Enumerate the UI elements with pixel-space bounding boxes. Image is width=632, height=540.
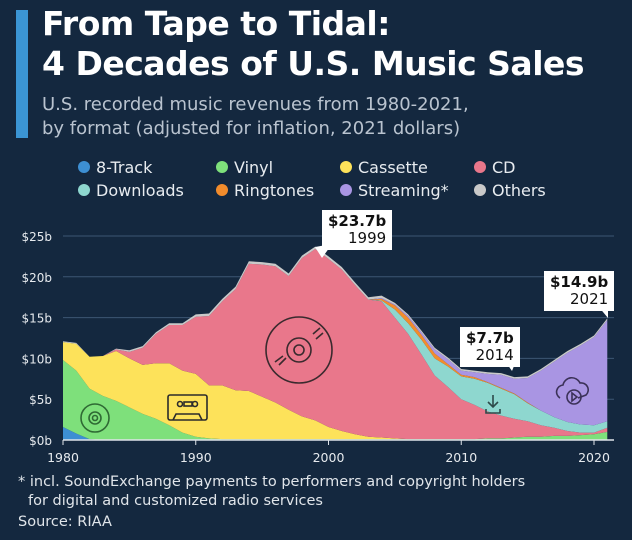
- cassette-icon: [167, 394, 208, 421]
- callout-value: $14.9b: [550, 273, 609, 291]
- x-tick-label: 2010: [445, 450, 477, 465]
- chart-title: From Tape to Tidal: 4 Decades of U.S. Mu…: [42, 4, 585, 84]
- callout-2021: $14.9b 2021: [544, 271, 615, 311]
- download-icon: [485, 395, 501, 414]
- y-tick-label: $0b: [29, 434, 52, 448]
- area-downloads: [63, 249, 608, 433]
- legend-swatch: [216, 161, 228, 173]
- legend-label: CD: [492, 157, 516, 177]
- legend-swatch: [78, 184, 90, 196]
- title-line-1: From Tape to Tidal:: [42, 4, 390, 43]
- legend-label: Streaming*: [358, 180, 449, 200]
- vinyl-record-icon: [80, 403, 110, 433]
- callout-2014-low: $7.7b 2014: [460, 327, 520, 367]
- legend-label: Cassette: [358, 157, 428, 177]
- footnote-line-2: for digital and customized radio service…: [28, 493, 323, 509]
- legend-label: Vinyl: [234, 157, 274, 177]
- footnote-line-1: * incl. SoundExchange payments to perfor…: [18, 474, 526, 490]
- source-label: Source: RIAA: [18, 514, 112, 530]
- legend-item: Cassette: [340, 157, 474, 177]
- x-tick-label: 2020: [578, 450, 610, 465]
- legend-swatch: [78, 161, 90, 173]
- callout-1999-peak: $23.7b 1999: [322, 210, 393, 250]
- callout-value: $7.7b: [466, 329, 514, 347]
- footnote: * incl. SoundExchange payments to perfor…: [18, 473, 525, 511]
- callout-year: 1999: [348, 229, 387, 247]
- legend-item: CD: [474, 157, 594, 177]
- cd-disc-icon: [265, 316, 333, 384]
- subtitle-line-1: U.S. recorded music revenues from 1980-2…: [42, 94, 469, 115]
- title-accent-bar: [16, 10, 28, 138]
- legend-item: Ringtones: [216, 180, 340, 200]
- x-tick-label: 1990: [180, 450, 212, 465]
- cloud-streaming-icon: [555, 377, 590, 405]
- y-tick-label: $5b: [29, 393, 52, 407]
- legend-label: Downloads: [96, 180, 184, 200]
- callout-year: 2021: [570, 290, 609, 308]
- legend-item: Others: [474, 180, 594, 200]
- title-line-2: 4 Decades of U.S. Music Sales: [42, 44, 585, 83]
- callout-year: 2014: [475, 346, 514, 364]
- legend-swatch: [474, 184, 486, 196]
- y-tick-label: $20b: [21, 271, 52, 285]
- legend-label: Ringtones: [234, 180, 315, 200]
- legend-swatch: [474, 161, 486, 173]
- legend-label: Others: [492, 180, 546, 200]
- area-cd: [63, 249, 608, 440]
- legend: 8-Track Vinyl Cassette CD Downloads Ringtones…: [78, 157, 594, 200]
- subtitle-line-2: by format (adjusted for inflation, 2021 …: [42, 118, 461, 139]
- area-vinyl: [63, 360, 608, 440]
- y-tick-label: $25b: [21, 230, 52, 244]
- x-tick-label: 1980: [47, 450, 79, 465]
- legend-swatch: [340, 161, 352, 173]
- legend-item: Vinyl: [216, 157, 340, 177]
- chart-subtitle: U.S. recorded music revenues from 1980-2…: [42, 93, 469, 141]
- legend-item: Downloads: [78, 180, 216, 200]
- y-tick-label: $15b: [21, 312, 52, 326]
- callout-value: $23.7b: [328, 212, 387, 230]
- legend-swatch: [216, 184, 228, 196]
- x-tick-label: 2000: [313, 450, 345, 465]
- area-streaming: [63, 249, 608, 426]
- legend-label: 8-Track: [96, 157, 153, 177]
- legend-swatch: [340, 184, 352, 196]
- legend-item: Streaming*: [340, 180, 474, 200]
- y-tick-label: $10b: [21, 352, 52, 366]
- legend-item: 8-Track: [78, 157, 216, 177]
